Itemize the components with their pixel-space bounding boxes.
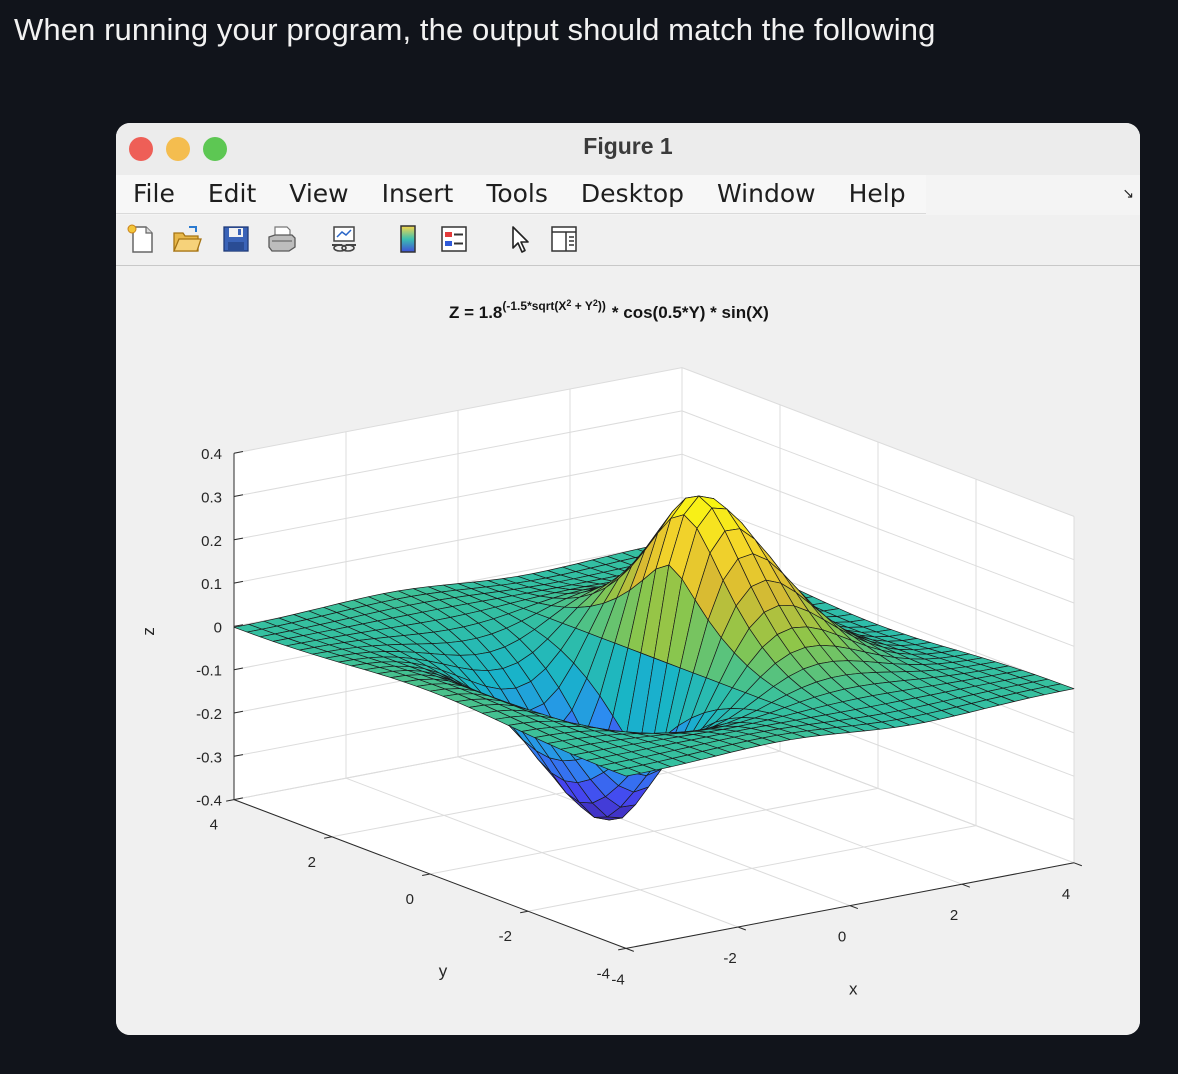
z-tick-label: -0.4 <box>196 793 222 810</box>
z-tick-label: -0.1 <box>196 663 222 680</box>
z-tick-label: 0 <box>214 619 222 636</box>
wall-gridline-z <box>681 410 1075 561</box>
menu-window[interactable]: Window <box>717 179 816 208</box>
surface-plot[interactable]: Z = 1.8(-1.5*sqrt(X2 + Y2)) * cos(0.5*Y) … <box>116 266 1140 1035</box>
property-inspector-icon[interactable] <box>548 223 580 255</box>
surface-mesh <box>233 495 1075 821</box>
floor-gridline-y <box>527 825 977 912</box>
menu-view[interactable]: View <box>289 179 349 208</box>
z-tick-mark <box>233 537 244 541</box>
z-tick-mark <box>233 450 244 454</box>
z-tick-label: -0.2 <box>196 706 222 723</box>
y-tick-label: 4 <box>210 817 218 834</box>
axis-lines <box>226 450 1083 952</box>
floor-gridline-y <box>331 750 781 838</box>
dock-figure-icon[interactable]: ↘ <box>1122 185 1134 201</box>
new-figure-icon[interactable] <box>126 223 158 255</box>
z-tick-mark <box>233 580 244 584</box>
page-heading: When running your program, the output sh… <box>14 12 936 47</box>
window-title: Figure 1 <box>583 133 673 159</box>
save-icon[interactable] <box>220 223 252 255</box>
menu-insert[interactable]: Insert <box>381 179 454 208</box>
wall-gridline-z <box>233 367 683 454</box>
y-tick-mark <box>520 910 529 914</box>
wall-gridline-z <box>233 410 683 497</box>
y-tick-mark <box>422 873 431 876</box>
wall-gridline-z <box>233 497 683 584</box>
z-tick-label: 0.3 <box>201 490 222 507</box>
x-tick-label: 0 <box>838 929 846 946</box>
surface-patch <box>612 767 642 777</box>
wall-gridline-z <box>681 367 1075 517</box>
menu-file[interactable]: File <box>133 179 175 208</box>
z-tick-mark <box>233 710 244 714</box>
x-tick-mark <box>737 926 747 931</box>
open-file-icon[interactable] <box>171 223 203 255</box>
figure-window: Figure 1 File Edit View Insert Tools Des… <box>116 123 1140 1035</box>
menu-tools[interactable]: Tools <box>486 179 548 208</box>
z-tick-mark <box>233 754 244 757</box>
axes-area[interactable]: Z = 1.8(-1.5*sqrt(X2 + Y2)) * cos(0.5*Y) … <box>116 266 1140 1035</box>
title-bar[interactable]: Figure 1 <box>116 123 1140 175</box>
x-tick-mark <box>961 883 971 888</box>
x-axis-label: x <box>849 979 858 998</box>
z-tick-label: 0.4 <box>201 446 222 463</box>
figure-toolbar <box>116 215 1140 266</box>
z-tick-label: -0.3 <box>196 749 222 766</box>
legend-icon[interactable] <box>438 223 470 255</box>
x-tick-label: -4 <box>611 971 624 988</box>
y-tick-mark <box>618 947 627 951</box>
z-tick-label: 0.2 <box>201 533 222 550</box>
y-tick-mark <box>324 836 333 839</box>
x-tick-mark <box>625 947 635 952</box>
z-tick-mark <box>233 494 244 497</box>
x-tick-label: -2 <box>723 950 736 967</box>
y-tick-mark <box>226 799 235 802</box>
z-tick-mark <box>233 624 244 627</box>
wall-gridline-z <box>681 453 1075 604</box>
y-tick-label: -2 <box>499 928 512 945</box>
maximize-window-button[interactable] <box>203 137 227 161</box>
menu-help[interactable]: Help <box>848 179 906 208</box>
y-tick-label: 0 <box>406 891 414 908</box>
x-tick-label: 4 <box>1062 886 1070 903</box>
z-axis-label: z <box>139 627 158 636</box>
menu-edit[interactable]: Edit <box>207 179 257 208</box>
menu-bar: File Edit View Insert Tools Desktop Wind… <box>116 175 1140 215</box>
minimize-window-button[interactable] <box>166 137 190 161</box>
z-tick-mark <box>233 797 244 801</box>
wall-gridline-z <box>681 497 1075 647</box>
wall-gridline-z <box>233 453 683 541</box>
y-axis-label: y <box>439 961 448 980</box>
z-tick-mark <box>233 667 244 671</box>
x-tick-label: 2 <box>950 907 958 924</box>
pointer-icon[interactable] <box>504 223 536 255</box>
colorbar-icon[interactable] <box>392 223 424 255</box>
menu-desktop[interactable]: Desktop <box>580 179 685 208</box>
tick-labels: -4 -2 0 2 4 -4 -2 0 2 4 -0.4 -0.3 -0.2 -0.1 0 0.1 0.2 0.3… <box>196 446 1070 988</box>
link-plot-icon[interactable] <box>328 223 360 255</box>
x-tick-mark <box>1073 862 1083 867</box>
print-icon[interactable] <box>266 223 298 255</box>
floor-gridline-y <box>429 787 879 875</box>
chart-title: Z = 1.8(-1.5*sqrt(X2 + Y2)) * cos(0.5*Y) … <box>449 298 769 322</box>
y-tick-label: -4 <box>597 965 610 982</box>
z-tick-label: 0.1 <box>201 576 222 593</box>
y-tick-label: 2 <box>308 854 316 871</box>
x-tick-mark <box>849 905 859 910</box>
close-window-button[interactable] <box>129 137 153 161</box>
